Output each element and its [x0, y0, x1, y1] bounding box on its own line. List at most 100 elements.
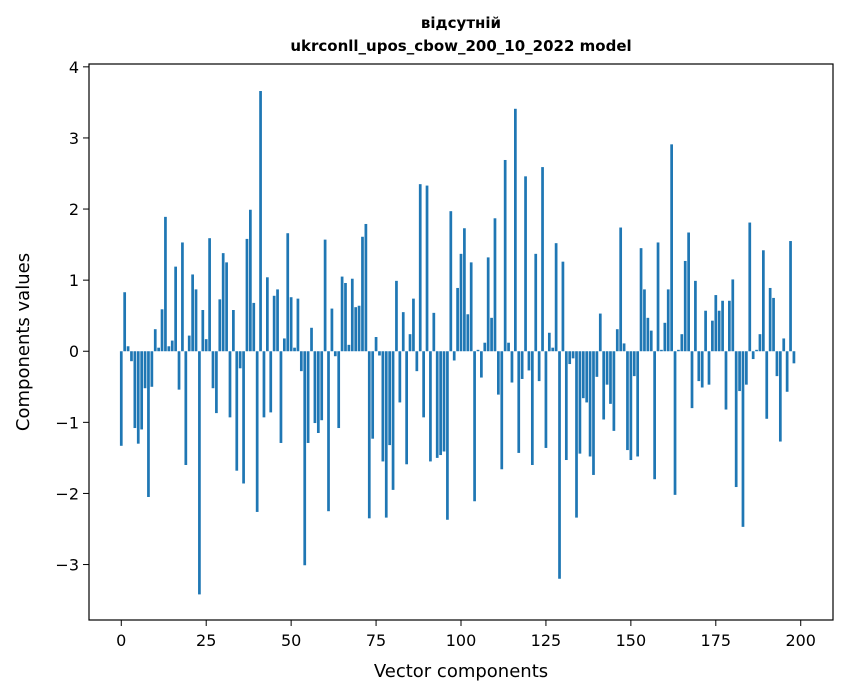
bar-20 [187, 335, 191, 352]
bar-198 [792, 351, 796, 364]
y-tick-label: 3 [69, 129, 79, 148]
bar-28 [215, 351, 218, 414]
bar-178 [724, 351, 728, 410]
bar-136 [581, 351, 585, 399]
x-tick-label: 125 [531, 631, 562, 650]
bar-62 [330, 308, 334, 352]
bar-123 [537, 351, 541, 382]
bar-186 [751, 351, 755, 360]
x-tick-label: 50 [281, 631, 301, 650]
bar-121 [530, 351, 534, 465]
bar-133 [571, 351, 575, 359]
bar-191 [768, 287, 772, 352]
bar-128 [554, 243, 558, 352]
bar-180 [731, 279, 735, 352]
bar-130 [561, 261, 565, 352]
bar-38 [249, 209, 252, 352]
chart-title-line-1: відсутній [421, 14, 501, 32]
bar-83 [401, 312, 405, 352]
bar-143 [605, 351, 609, 385]
bar-95 [442, 351, 446, 452]
bar-106 [480, 351, 483, 378]
x-tick-label: 25 [196, 631, 216, 650]
bar-77 [381, 351, 385, 462]
bar-100 [459, 253, 463, 352]
bar-124 [541, 167, 544, 352]
bar-172 [704, 310, 707, 352]
bar-71 [361, 236, 364, 352]
bar-183 [741, 351, 745, 527]
bar-92 [432, 312, 436, 352]
bar-131 [564, 351, 568, 461]
bar-141 [598, 313, 602, 352]
bar-46 [276, 289, 279, 352]
bar-170 [697, 351, 701, 382]
bar-55 [306, 351, 310, 443]
x-tick-label: 75 [366, 631, 386, 650]
bar-66 [344, 282, 347, 352]
bar-93 [435, 351, 439, 458]
bar-193 [775, 351, 779, 377]
x-tick-label: 100 [446, 631, 477, 650]
bar-37 [245, 238, 249, 352]
bar-184 [745, 351, 748, 385]
bar-171 [700, 351, 704, 388]
bar-113 [503, 159, 507, 352]
bar-41 [259, 91, 262, 352]
bar-168 [690, 351, 694, 409]
bar-194 [778, 351, 782, 442]
bar-25 [204, 339, 208, 352]
bar-118 [520, 351, 524, 379]
bar-152 [636, 351, 640, 457]
bar-40 [255, 351, 259, 512]
y-tick-label: 2 [69, 200, 79, 219]
bar-151 [632, 351, 636, 377]
bar-14 [167, 346, 171, 352]
bar-58 [316, 351, 320, 433]
bar-49 [286, 233, 290, 352]
bar-19 [184, 351, 188, 465]
bar-138 [588, 351, 592, 457]
y-tick-label: 4 [69, 58, 79, 77]
bar-160 [663, 322, 667, 352]
y-axis-ticks: −3 −2 −1 0 1 2 3 4 [55, 58, 89, 575]
bar-174 [711, 320, 714, 352]
bar-190 [765, 351, 769, 419]
bar-140 [595, 351, 599, 377]
bar-73 [367, 351, 371, 519]
bar-13 [164, 216, 167, 352]
bar-4 [133, 351, 137, 429]
bar-187 [755, 349, 758, 352]
bar-72 [364, 223, 368, 352]
bar-79 [388, 351, 392, 446]
bar-114 [507, 342, 510, 352]
bar-163 [673, 351, 677, 495]
y-tick-label: 0 [69, 342, 79, 361]
bar-10 [153, 329, 157, 352]
bar-195 [782, 338, 786, 352]
bar-60 [323, 239, 327, 352]
bar-87 [415, 351, 419, 372]
bar-161 [666, 289, 670, 352]
y-axis-label: Components values [13, 253, 34, 431]
x-tick-label: 0 [116, 631, 126, 650]
bar-144 [609, 351, 612, 404]
bar-139 [592, 351, 595, 475]
bar-24 [201, 310, 205, 352]
bar-2 [126, 346, 130, 352]
bar-50 [289, 297, 293, 352]
x-tick-label: 200 [785, 631, 816, 650]
bar-6 [140, 351, 144, 430]
bar-154 [643, 289, 646, 352]
bar-85 [408, 334, 412, 352]
bar-181 [734, 351, 738, 488]
bar-32 [228, 351, 232, 418]
bar-80 [391, 351, 395, 490]
bar-31 [225, 262, 228, 352]
bar-59 [320, 351, 324, 421]
bar-67 [347, 344, 351, 352]
bar-53 [299, 351, 303, 372]
bar-29 [218, 299, 222, 352]
bar-188 [758, 334, 762, 352]
